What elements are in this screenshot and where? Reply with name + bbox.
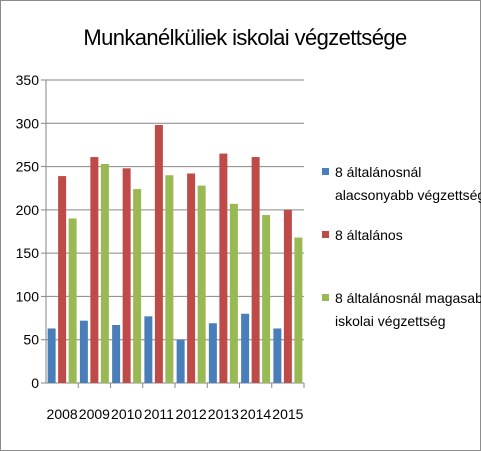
bar-2015-series-2 bbox=[283, 209, 292, 383]
axes bbox=[41, 79, 305, 388]
bar-2010-series-2 bbox=[122, 168, 131, 383]
bar-2010-series-1 bbox=[112, 324, 121, 383]
bar-2014-series-3 bbox=[262, 215, 271, 383]
x-tick-label-2009: 2009 bbox=[79, 406, 110, 422]
legend-label-2-line-1: 8 általános bbox=[335, 227, 403, 243]
x-tick-label-2013: 2013 bbox=[208, 406, 239, 422]
legend-label-3-line-2: iskolai végzettség bbox=[335, 313, 446, 329]
x-tick-label-2010: 2010 bbox=[111, 406, 142, 422]
x-tick-label-2011: 2011 bbox=[144, 406, 174, 422]
legend: 8 általánosnál alacsonyabb végzettség 8 ál… bbox=[322, 164, 481, 329]
bar-2009-series-1 bbox=[79, 320, 88, 383]
bar-2012-series-1 bbox=[176, 339, 185, 383]
bar-2014-series-2 bbox=[251, 157, 260, 383]
x-tick-label-2014: 2014 bbox=[240, 406, 271, 422]
y-tick-label-0: 0 bbox=[31, 375, 39, 391]
x-tick-label-2012: 2012 bbox=[176, 406, 207, 422]
bar-2009-series-3 bbox=[100, 163, 109, 383]
y-tick-label-100: 100 bbox=[16, 288, 40, 304]
gridlines bbox=[46, 79, 304, 341]
y-tick-label-50: 50 bbox=[23, 332, 39, 348]
chart-title: Munkanélküliek iskolai végzettsége bbox=[83, 25, 407, 50]
bar-2008-series-1 bbox=[47, 328, 56, 383]
bar-2008-series-3 bbox=[68, 218, 77, 383]
bar-2013-series-1 bbox=[208, 323, 217, 383]
bar-2013-series-3 bbox=[229, 203, 238, 383]
bar-2012-series-3 bbox=[197, 185, 206, 383]
bar-2012-series-2 bbox=[187, 173, 196, 383]
legend-label-3-line-1: 8 általánosnál magasabb bbox=[335, 290, 481, 306]
y-tick-label-250: 250 bbox=[16, 159, 40, 175]
bar-2014-series-1 bbox=[241, 313, 250, 383]
y-tick-label-200: 200 bbox=[16, 202, 40, 218]
bar-2011-series-3 bbox=[165, 175, 174, 383]
y-tick-label-350: 350 bbox=[16, 72, 40, 88]
legend-swatch-3 bbox=[322, 294, 329, 301]
y-tick-label-150: 150 bbox=[16, 245, 40, 261]
bars bbox=[47, 125, 303, 383]
legend-swatch-1 bbox=[322, 168, 329, 175]
bar-2011-series-1 bbox=[144, 316, 153, 383]
bar-2010-series-3 bbox=[133, 189, 142, 383]
bar-2009-series-2 bbox=[90, 157, 99, 383]
bar-2013-series-2 bbox=[219, 153, 228, 383]
legend-swatch-2 bbox=[322, 231, 329, 238]
legend-label-1-line-2: alacsonyabb végzettség bbox=[335, 187, 481, 203]
x-tick-label-2015: 2015 bbox=[272, 406, 303, 422]
bar-2015-series-1 bbox=[273, 328, 282, 383]
x-tick-label-2008: 2008 bbox=[47, 406, 78, 422]
bar-2011-series-2 bbox=[154, 125, 163, 383]
legend-label-1-line-1: 8 általánosnál bbox=[335, 164, 421, 180]
y-tick-label-300: 300 bbox=[16, 115, 40, 131]
bar-2015-series-3 bbox=[294, 237, 303, 383]
bar-2008-series-2 bbox=[58, 176, 67, 383]
